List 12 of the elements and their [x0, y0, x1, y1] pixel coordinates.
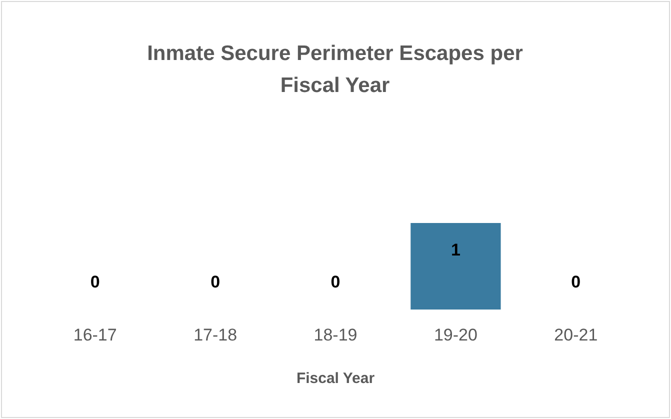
data-label: 0 — [330, 272, 340, 292]
x-tick-label: 20-21 — [554, 325, 598, 344]
x-tick-label: 17-18 — [194, 325, 238, 344]
x-axis-title: Fiscal Year — [296, 370, 375, 388]
data-label: 0 — [571, 272, 581, 292]
data-label: 1 — [450, 240, 460, 260]
chart-title: Inmate Secure Perimeter Escapes per Fiscal Year — [146, 41, 524, 99]
data-label: 0 — [90, 272, 100, 292]
x-tick-label: 18-19 — [314, 325, 358, 344]
x-tick-label: 16-17 — [73, 325, 117, 344]
data-label: 0 — [210, 272, 220, 292]
x-tick-label: 19-20 — [434, 325, 478, 344]
